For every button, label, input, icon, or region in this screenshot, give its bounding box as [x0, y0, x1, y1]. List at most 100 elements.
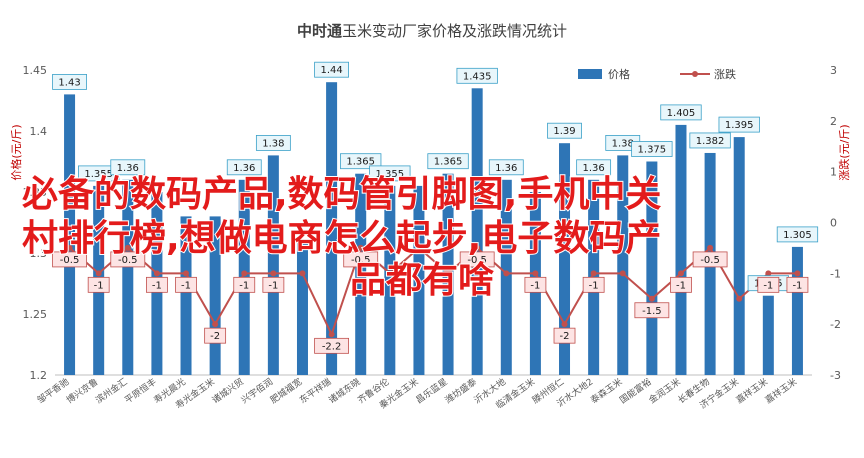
change-data-label: -0.5 — [60, 255, 80, 266]
price-label-box — [631, 141, 673, 157]
y-left-axis-title: 价格(元/斤) — [9, 124, 23, 180]
change-data-label: -1.5 — [642, 306, 662, 317]
chart-title-rest: 玉米变动厂家价格及涨跌情况统计 — [342, 22, 567, 40]
change-label-box — [343, 251, 379, 268]
change-label-box — [146, 276, 168, 293]
price-label-box — [718, 116, 760, 133]
change-data-label: -2 — [560, 331, 570, 342]
y-right-tick-label: 3 — [830, 64, 837, 77]
bar-price — [355, 173, 367, 375]
price-data-label: 1.395 — [725, 120, 754, 131]
legend-change-label: 涨跌 — [714, 67, 736, 81]
line-change-point — [619, 270, 626, 277]
price-label-box — [110, 159, 146, 176]
change-data-label: -1 — [94, 280, 104, 291]
price-data-label: 1.365 — [434, 157, 463, 168]
y-right-tick-label: 2 — [830, 115, 837, 128]
line-change-point — [212, 321, 219, 328]
price-label-box — [427, 153, 469, 170]
price-data-label: 1.39 — [553, 126, 575, 137]
change-data-label: -0.5 — [118, 255, 138, 266]
change-data-label: -2 — [210, 331, 220, 342]
line-change-point — [328, 331, 335, 338]
change-data-label: -2.2 — [322, 341, 342, 352]
change-label-box — [314, 337, 349, 354]
line-change-point — [270, 270, 277, 277]
price-data-label: 1.305 — [783, 230, 812, 241]
price-data-label: 1.435 — [463, 71, 492, 82]
line-change-point — [532, 270, 539, 277]
line-change-point — [648, 295, 655, 302]
legend-price-label: 价格 — [608, 67, 630, 81]
bar-price — [209, 216, 221, 375]
price-data-label: 1.36 — [495, 163, 517, 174]
price-data-label: 1.38 — [262, 138, 284, 149]
line-change-point — [124, 244, 131, 251]
change-data-label: -1 — [792, 280, 802, 291]
overlay-text-line-2: 村排行榜,想做电商怎么起步,电子数码产 — [22, 218, 661, 259]
change-label-box — [110, 251, 146, 268]
bar-price — [762, 295, 774, 375]
bar-price — [180, 216, 192, 375]
svg-text:中时通玉米变动厂家价格及涨跌情况统计: 中时通玉米变动厂家价格及涨跌情况统计 — [297, 22, 567, 40]
price-label-box — [576, 159, 612, 176]
bar-price — [296, 240, 308, 375]
price-data-label: 1.36 — [117, 163, 139, 174]
bar-price — [64, 94, 76, 376]
price-data-label: 1.38 — [612, 138, 634, 149]
line-change-point — [590, 270, 597, 277]
line-change-point — [445, 270, 452, 277]
change-label-box — [204, 327, 227, 344]
change-data-label: -1 — [181, 280, 191, 291]
bar-price — [326, 82, 338, 375]
legend-price-swatch — [578, 69, 602, 79]
line-change-point — [503, 270, 510, 277]
change-data-label: -1 — [763, 280, 773, 291]
change-label-box — [553, 327, 576, 344]
price-data-label: 1.375 — [638, 145, 667, 156]
bar-price — [471, 88, 483, 376]
chart-title: 中时通玉米变动厂家价格及涨跌情况统计 — [297, 22, 567, 40]
y-right-tick-label: 0 — [830, 217, 837, 230]
line-change-point — [299, 270, 306, 277]
change-data-label: -1 — [589, 280, 599, 291]
line-change-point — [241, 270, 248, 277]
change-data-label: -0.5 — [467, 255, 487, 266]
price-data-label: 1.36 — [583, 163, 605, 174]
overlay-text-line-3: 品都有啥 — [350, 260, 494, 301]
line-change-point — [765, 270, 772, 277]
change-label-box — [757, 276, 780, 293]
line-change-point — [736, 295, 743, 302]
price-data-label: 1.365 — [346, 157, 375, 168]
bar-price — [500, 179, 512, 375]
change-data-label: -0.5 — [700, 255, 720, 266]
price-data-label: 1.36 — [233, 163, 255, 174]
line-change-point — [153, 270, 160, 277]
bar-price — [267, 155, 279, 375]
change-label-box — [786, 276, 809, 293]
price-label-box — [369, 165, 411, 182]
price-label-box — [340, 153, 382, 170]
price-label-box — [488, 159, 524, 176]
price-data-label: 1.44 — [320, 65, 342, 76]
change-label-box — [692, 251, 728, 268]
price-label-box — [456, 67, 498, 84]
line-change-point — [561, 321, 568, 328]
overlay-text-line-1: 必备的数码产品,数码管引脚图,手机中关 — [22, 174, 661, 215]
y-left-tick-label: 1.45 — [23, 64, 48, 77]
y-left-tick-label: 1.25 — [23, 308, 48, 321]
bar-price — [791, 246, 803, 375]
change-label-box — [175, 276, 197, 293]
change-label-box — [87, 276, 110, 293]
change-label-box — [52, 251, 87, 268]
price-label-box — [226, 159, 262, 176]
line-change-point — [66, 244, 73, 251]
line-change-point — [357, 244, 364, 251]
price-label-box — [255, 134, 291, 151]
price-data-label: 1.355 — [376, 169, 405, 180]
y-right-tick-label: -2 — [830, 318, 841, 331]
line-change-point — [183, 270, 190, 277]
change-data-label: -1 — [676, 280, 686, 291]
